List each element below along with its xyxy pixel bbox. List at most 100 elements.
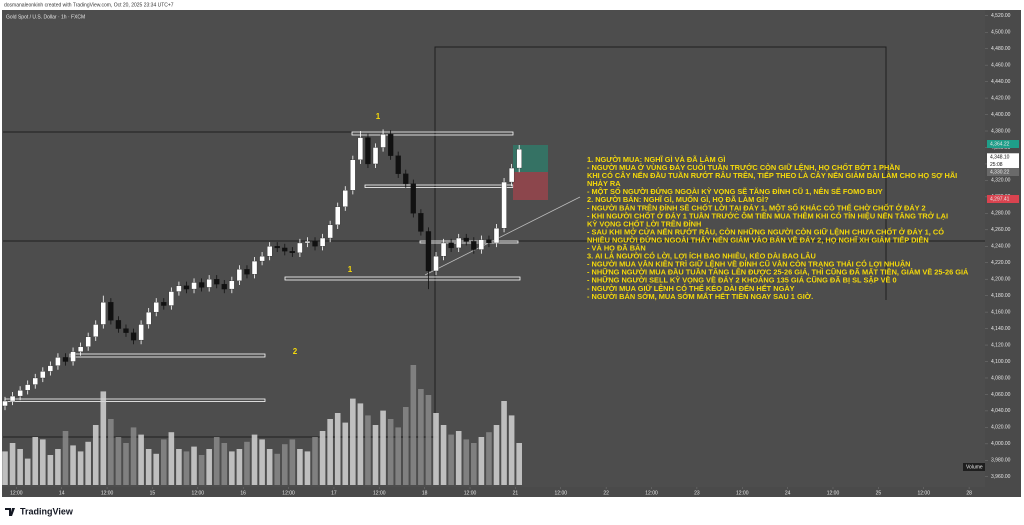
volume-bar: [145, 449, 152, 485]
volume-bar: [55, 449, 61, 485]
candle-body: [463, 237, 469, 242]
volume-bar: [123, 443, 129, 485]
candle-body: [146, 311, 152, 325]
price-label-box: [987, 140, 1019, 149]
brand-logo: [5, 508, 15, 516]
candle-body: [138, 324, 144, 341]
y-tick-label: 4,000.00: [991, 441, 1011, 447]
x-tick-label: 17: [331, 490, 337, 496]
volume-bar: [402, 407, 409, 485]
candle-body: [425, 231, 432, 272]
candle-body: [289, 251, 295, 254]
volume-bar: [289, 439, 296, 485]
volume-label-bg: [963, 463, 985, 471]
candle-body: [229, 280, 235, 290]
volume-bar: [319, 431, 326, 485]
note-line: - MỘT SỐ NGƯỜI ĐỨNG NGOÀI KỲ VỌNG SẼ TĂN…: [587, 186, 883, 196]
note-line: - NGƯỜI MUA GIỮ LỆNH CÓ THỂ KÉO DÀI ĐẾN …: [587, 283, 795, 293]
x-tick-label: 12:00: [917, 490, 930, 496]
volume-bar: [62, 431, 69, 485]
volume-bar: [77, 451, 84, 485]
candle-body: [25, 384, 31, 391]
volume-bar: [153, 453, 160, 485]
x-tick-label: 12:00: [373, 490, 386, 496]
volume-bar: [516, 443, 522, 485]
candle-body: [395, 155, 401, 174]
y-tick-label: 4,200.00: [991, 277, 1011, 283]
volume-bar: [236, 449, 243, 485]
volume-pane: [2, 365, 522, 485]
candle-body: [274, 246, 280, 249]
candle-body: [448, 242, 454, 249]
volume-bar: [297, 449, 303, 485]
x-tick-label: 12:00: [736, 490, 749, 496]
y-tick-label: 3,960.00: [991, 474, 1011, 480]
note-line: - NHỮNG NGƯỜI MUA ĐẦU TUẦN TĂNG LÊN ĐƯỢC…: [587, 267, 969, 277]
candle-body: [319, 237, 326, 247]
candle-body: [471, 241, 477, 250]
candle-body: [357, 137, 364, 160]
brand-name: TradingView: [20, 506, 74, 516]
volume-bar: [168, 432, 175, 485]
volume-bar: [448, 434, 454, 485]
candle-body: [380, 134, 386, 148]
x-tick-label: 12:00: [645, 490, 658, 496]
volume-bar: [2, 451, 8, 485]
price-label: 4,297.41: [990, 196, 1010, 202]
candle-body: [501, 181, 507, 229]
y-tick-label: 4,120.00: [991, 342, 1011, 348]
x-tick-label: 23: [694, 490, 700, 496]
volume-bar: [327, 419, 333, 485]
candle-body: [350, 159, 356, 191]
y-tick-label: 4,440.00: [991, 79, 1011, 85]
y-tick-label: 4,480.00: [991, 46, 1011, 52]
candle-body: [410, 183, 416, 214]
volume-bar: [471, 443, 477, 485]
box-drawing: [434, 46, 887, 440]
y-tick-label: 4,240.00: [991, 244, 1011, 250]
symbol-legend: Gold Spot / U.S. Dollar · 1h · FXCM: [6, 14, 85, 20]
volume-bar: [478, 437, 485, 485]
volume-bar: [274, 453, 281, 485]
y-tick-label: 4,160.00: [991, 309, 1011, 315]
price-axis: [985, 10, 1021, 497]
candle-body: [456, 237, 462, 249]
note-line: - SAU KHI MỞ CỬA NẾN RƯỚT RÂU, CÒN NHỮNG…: [587, 226, 944, 236]
volume-bar: [9, 443, 16, 485]
note-line: 1. NGƯỜI MUA: NGHĨ GÌ VÀ ĐÃ LÀM GÌ: [587, 155, 726, 164]
candle-body: [251, 260, 258, 275]
candle-body: [183, 285, 190, 290]
candle-body: [312, 241, 318, 247]
volume-bar: [418, 389, 424, 485]
candle-body: [297, 242, 303, 254]
volume-bar: [395, 427, 401, 485]
volume-bar: [160, 439, 167, 485]
volume-bar: [32, 437, 39, 485]
candle-body: [236, 269, 243, 281]
candle-body: [77, 346, 84, 352]
candle-body: [85, 336, 91, 347]
volume-bar: [508, 415, 515, 485]
y-tick-label: 4,280.00: [991, 211, 1011, 217]
plot-area: [2, 10, 985, 487]
price-label-box: [987, 167, 1019, 176]
note-line: 2. NGƯỜI BÁN: NGHĨ GÌ, MUỐN GÌ, HỌ ĐÃ LÀ…: [587, 194, 769, 204]
note-line: NHẢY RA: [587, 179, 621, 188]
credit: dosmanaleonkinh created with TradingView…: [4, 2, 174, 8]
candle-body: [244, 269, 250, 275]
candle-body: [365, 137, 371, 165]
price-label: 4,330.22: [990, 169, 1010, 175]
candle-body: [176, 285, 182, 292]
y-tick-label: 4,500.00: [991, 30, 1011, 36]
y-tick-label: 3,980.00: [991, 458, 1011, 464]
candle-body: [372, 147, 379, 165]
volume-bar: [92, 425, 99, 485]
volume-bar: [221, 443, 228, 485]
x-tick-label: 12:00: [10, 490, 23, 496]
volume-bar: [304, 451, 311, 485]
stop-zone: [513, 172, 548, 200]
note-line: - KHI NGƯỜI CHỐT Ở ĐÁY 1 TUẦN TRƯỚC ÔM T…: [587, 210, 948, 220]
candle-body: [304, 241, 311, 244]
price-label: 4,364.22: [990, 141, 1010, 147]
